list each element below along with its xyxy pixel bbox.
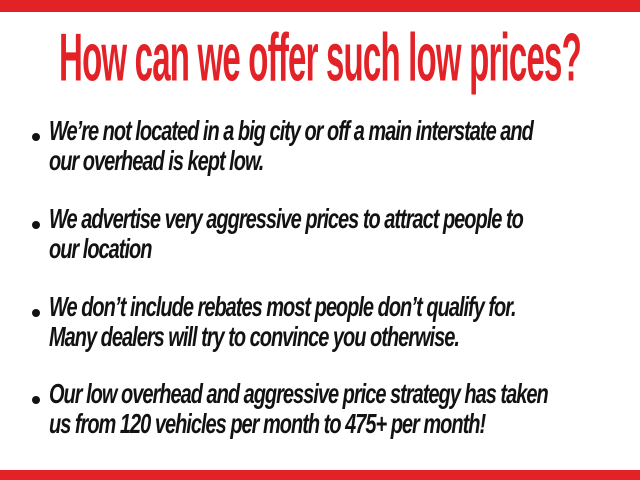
list-item: We’re not located in a big city or off a… <box>32 117 534 176</box>
bullet-dot <box>32 221 40 229</box>
bullet-line: our overhead is kept low. <box>49 146 264 177</box>
list-item: Our low overhead and aggressive price st… <box>32 380 549 439</box>
bullet-line: Our low overhead and aggressive price st… <box>49 379 549 410</box>
bullet-line: our location <box>49 234 152 265</box>
bullet-text: We’re not located in a big city or off a… <box>49 116 534 177</box>
bullet-text: We don’t include rebates most people don… <box>49 292 517 353</box>
bullet-text: Our low overhead and aggressive price st… <box>49 379 549 440</box>
bullet-line: We don’t include rebates most people don… <box>49 292 517 323</box>
bullet-line: We’re not located in a big city or off a… <box>49 116 534 147</box>
bullet-text: We advertise very aggressive prices to a… <box>49 204 524 265</box>
list-item: We don’t include rebates most people don… <box>32 293 517 352</box>
top-accent-bar <box>0 0 640 12</box>
bottom-accent-bar <box>0 470 640 480</box>
bullet-dot <box>32 396 40 404</box>
bullet-dot <box>32 309 40 317</box>
list-item: We advertise very aggressive prices to a… <box>32 205 524 264</box>
bullet-line: us from 120 vehicles per month to 475+ p… <box>49 409 486 440</box>
headline-container: How can we offer such low prices? <box>0 22 640 92</box>
bullet-dot <box>32 133 40 141</box>
bullet-line: We advertise very aggressive prices to a… <box>49 204 524 235</box>
bullet-line: Many dealers will try to convince you ot… <box>49 322 460 353</box>
page-title: How can we offer such low prices? <box>59 18 582 95</box>
